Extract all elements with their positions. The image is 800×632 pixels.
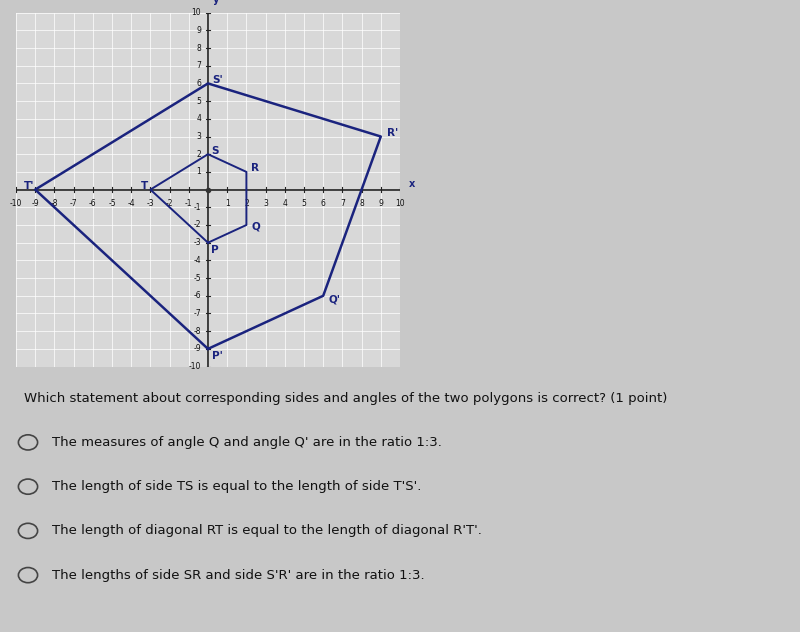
Text: 8: 8 (197, 44, 202, 52)
Text: -8: -8 (50, 199, 58, 209)
Text: 7: 7 (340, 199, 345, 209)
Text: Which statement about corresponding sides and angles of the two polygons is corr: Which statement about corresponding side… (24, 392, 667, 405)
Text: -3: -3 (146, 199, 154, 209)
Text: 6: 6 (197, 79, 202, 88)
Text: -1: -1 (194, 203, 202, 212)
Text: -10: -10 (189, 362, 202, 371)
Text: S': S' (212, 75, 222, 85)
Text: The length of diagonal RT is equal to the length of diagonal R'T'.: The length of diagonal RT is equal to th… (52, 525, 482, 537)
Text: P: P (211, 245, 218, 255)
Text: -3: -3 (194, 238, 202, 247)
Text: -6: -6 (89, 199, 97, 209)
Text: -2: -2 (194, 221, 202, 229)
Text: T: T (141, 181, 148, 191)
Text: y: y (213, 0, 219, 5)
Text: Q': Q' (329, 295, 341, 305)
Text: T': T' (24, 181, 34, 191)
Text: -9: -9 (194, 344, 202, 353)
Text: R: R (251, 163, 259, 173)
Text: Q: Q (251, 222, 260, 232)
Text: -6: -6 (194, 291, 202, 300)
Text: 7: 7 (197, 61, 202, 70)
Text: 4: 4 (197, 114, 202, 123)
Text: R': R' (386, 128, 398, 138)
Text: -5: -5 (108, 199, 116, 209)
Text: The measures of angle Q and angle Q' are in the ratio 1:3.: The measures of angle Q and angle Q' are… (52, 436, 442, 449)
Text: The lengths of side SR and side S'R' are in the ratio 1:3.: The lengths of side SR and side S'R' are… (52, 569, 425, 581)
Text: 2: 2 (244, 199, 249, 209)
Text: -7: -7 (194, 309, 202, 318)
Text: 10: 10 (395, 199, 405, 209)
Text: -10: -10 (10, 199, 22, 209)
Text: 2: 2 (197, 150, 202, 159)
Text: -7: -7 (70, 199, 78, 209)
Text: S: S (211, 145, 218, 155)
Text: 1: 1 (225, 199, 230, 209)
Text: -4: -4 (194, 256, 202, 265)
Text: 9: 9 (378, 199, 383, 209)
Text: The length of side TS is equal to the length of side T'S'.: The length of side TS is equal to the le… (52, 480, 422, 493)
Text: -9: -9 (31, 199, 39, 209)
Text: 5: 5 (302, 199, 306, 209)
Text: 4: 4 (282, 199, 287, 209)
Text: 5: 5 (197, 97, 202, 106)
Text: 1: 1 (197, 167, 202, 176)
Text: -8: -8 (194, 327, 202, 336)
Text: -1: -1 (185, 199, 193, 209)
Text: 3: 3 (263, 199, 268, 209)
Text: P': P' (212, 351, 222, 361)
Text: -2: -2 (166, 199, 174, 209)
Text: 8: 8 (359, 199, 364, 209)
Text: 10: 10 (192, 8, 202, 17)
Text: 9: 9 (197, 26, 202, 35)
Text: -4: -4 (127, 199, 135, 209)
Text: 6: 6 (321, 199, 326, 209)
Text: -5: -5 (194, 274, 202, 283)
Text: 3: 3 (197, 132, 202, 141)
Text: x: x (408, 179, 414, 190)
